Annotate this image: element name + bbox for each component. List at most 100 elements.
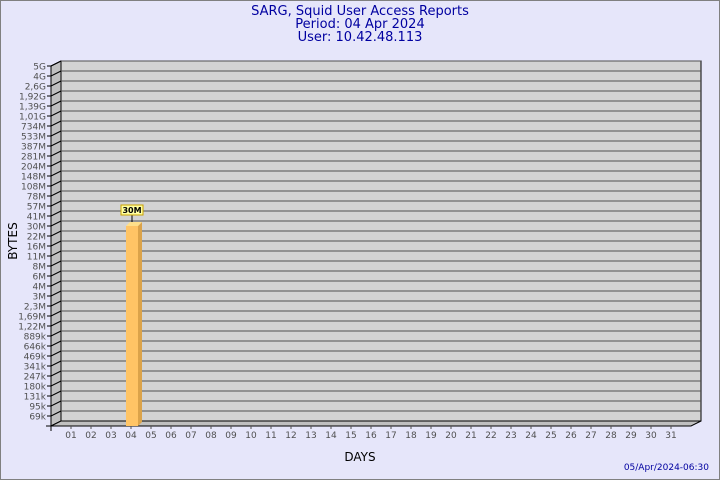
x-tick-label: 21 <box>465 431 476 441</box>
x-tick-label: 08 <box>205 431 217 441</box>
y-tick-diagonal <box>50 210 62 217</box>
y-tick-label: 247k <box>24 373 47 383</box>
y-tick-label: 95k <box>29 403 46 413</box>
y-tick-label: 1,01G <box>19 113 46 123</box>
x-tick-label: 31 <box>665 431 676 441</box>
y-tick-diagonal <box>50 60 62 67</box>
x-tick-label: 17 <box>385 431 396 441</box>
y-tick-diagonal <box>50 340 62 347</box>
bar-value-label: 30M <box>122 206 141 215</box>
y-tick-diagonal <box>50 260 62 267</box>
y-tick-diagonal <box>50 280 62 287</box>
y-tick-label: 78M <box>27 193 46 203</box>
y-tick-diagonal <box>50 380 62 387</box>
y-tick-label: 1,92G <box>19 93 46 103</box>
y-tick-diagonal <box>50 330 62 337</box>
y-tick-diagonal <box>50 170 62 177</box>
y-tick-label: 1,69M <box>18 313 46 323</box>
x-tick-label: 10 <box>245 431 257 441</box>
y-tick-diagonal <box>50 250 62 257</box>
y-tick-label: 533M <box>21 133 46 143</box>
x-tick-label: 24 <box>525 431 537 441</box>
x-tick-label: 09 <box>225 431 237 441</box>
y-tick-diagonal <box>50 160 62 167</box>
y-tick-label: 734M <box>21 123 46 133</box>
y-tick-label: 57M <box>27 203 46 213</box>
y-axis-label: BYTES <box>6 222 20 259</box>
y-tick-diagonal <box>50 270 62 277</box>
x-tick-label: 03 <box>105 431 116 441</box>
y-tick-label: 180k <box>24 383 47 393</box>
y-tick-diagonal <box>50 110 62 117</box>
y-tick-diagonal <box>50 130 62 137</box>
y-tick-diagonal <box>50 80 62 87</box>
x-tick-label: 12 <box>285 431 296 441</box>
y-tick-label: 1,22M <box>18 323 46 333</box>
x-tick-label: 22 <box>485 431 496 441</box>
y-tick-label: 646k <box>24 343 47 353</box>
y-tick-label: 1,39G <box>19 103 46 113</box>
y-tick-label: 148M <box>21 173 46 183</box>
x-tick-label: 23 <box>505 431 516 441</box>
y-tick-diagonal <box>50 410 62 417</box>
y-tick-label: 22M <box>27 233 46 243</box>
x-tick-label: 18 <box>405 431 417 441</box>
chart-period: Period: 04 Apr 2024 <box>295 17 425 32</box>
y-tick-label: 204M <box>21 163 46 173</box>
y-tick-diagonal <box>50 220 62 227</box>
plot-floor <box>50 420 702 427</box>
y-tick-diagonal <box>50 180 62 187</box>
y-tick-label: 30M <box>27 223 46 233</box>
y-tick-diagonal <box>50 240 62 247</box>
y-tick-diagonal <box>50 200 62 207</box>
y-tick-label: 469k <box>24 353 47 363</box>
y-tick-label: 6M <box>33 273 47 283</box>
y-tick-label: 2,3M <box>24 303 46 313</box>
y-tick-diagonal <box>50 120 62 127</box>
y-tick-diagonal <box>50 300 62 307</box>
x-tick-label: 06 <box>165 431 177 441</box>
x-tick-label: 30 <box>645 431 657 441</box>
y-tick-diagonal <box>50 290 62 297</box>
x-tick-label: 25 <box>545 431 556 441</box>
x-tick-label: 07 <box>185 431 196 441</box>
y-tick-diagonal <box>50 370 62 377</box>
x-tick-label: 01 <box>65 431 76 441</box>
y-tick-label: 16M <box>27 243 46 253</box>
y-tick-label: 341k <box>24 363 47 373</box>
y-tick-diagonal <box>50 150 62 157</box>
y-tick-diagonal <box>50 390 62 397</box>
y-tick-diagonal <box>50 190 62 197</box>
y-tick-label: 4G <box>33 73 46 83</box>
y-tick-label: 11M <box>27 253 46 263</box>
x-tick-label: 29 <box>625 431 637 441</box>
bar-top <box>126 222 142 226</box>
x-tick-label: 15 <box>345 431 356 441</box>
x-tick-label: 02 <box>85 431 96 441</box>
y-tick-label: 3M <box>33 293 47 303</box>
y-tick-diagonal <box>50 70 62 77</box>
x-axis-label: DAYS <box>344 450 375 464</box>
y-tick-diagonal <box>50 360 62 367</box>
x-tick-label: 26 <box>565 431 577 441</box>
y-tick-diagonal <box>50 100 62 107</box>
x-tick-label: 05 <box>145 431 156 441</box>
x-tick-label: 04 <box>125 431 137 441</box>
y-tick-label: 5G <box>33 63 46 73</box>
generated-timestamp: 05/Apr/2024-06:30 <box>624 463 709 473</box>
x-tick-label: 16 <box>365 431 377 441</box>
x-tick-label: 19 <box>425 431 437 441</box>
bar-label-box <box>120 204 144 216</box>
y-tick-diagonal <box>50 400 62 407</box>
y-tick-diagonal <box>50 310 62 317</box>
chart-user: User: 10.42.48.113 <box>297 30 423 45</box>
y-tick-diagonal <box>50 230 62 237</box>
y-tick-diagonal <box>50 140 62 147</box>
y-tick-label: 69k <box>29 413 46 423</box>
x-tick-label: 28 <box>605 431 617 441</box>
chart-title: SARG, Squid User Access Reports <box>251 4 469 19</box>
y-tick-diagonal <box>50 320 62 327</box>
x-tick-label: 14 <box>325 431 337 441</box>
